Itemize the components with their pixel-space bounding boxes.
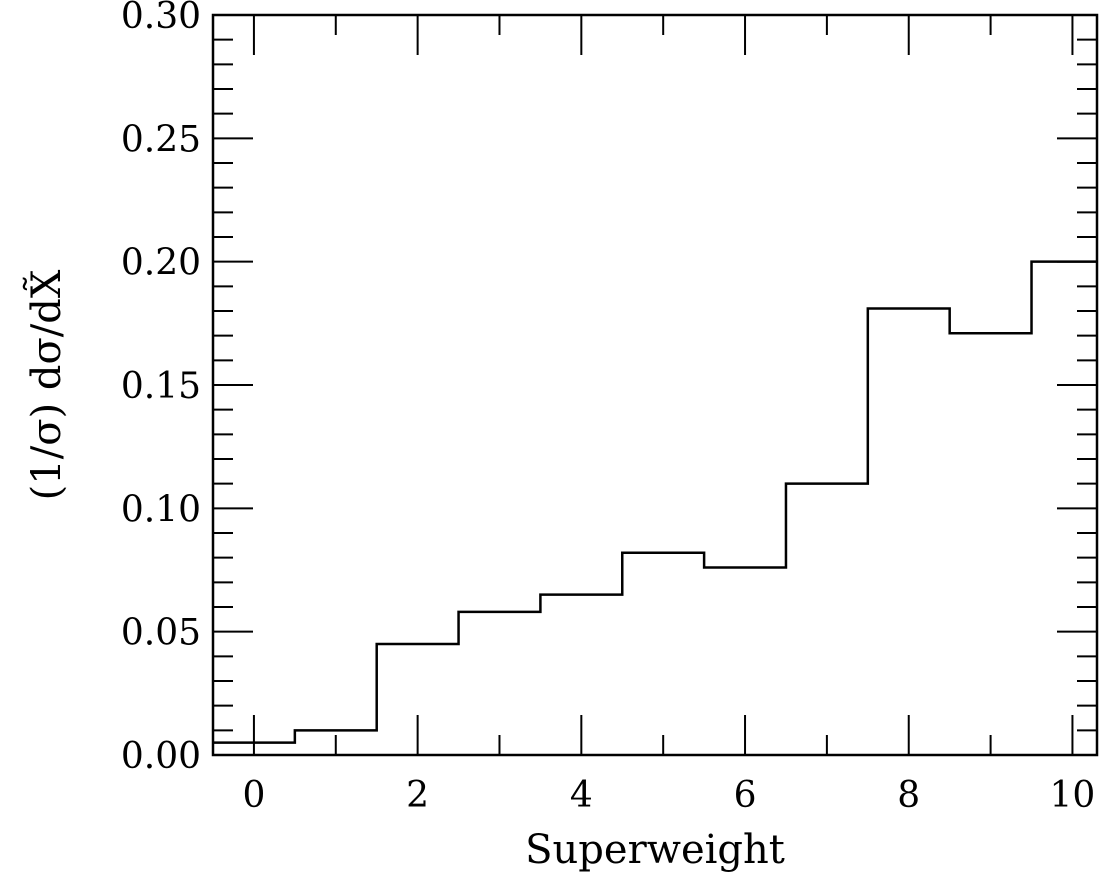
x-tick-label: 0	[242, 775, 265, 816]
x-tick-labels: 0 2 4 6 8 10	[242, 775, 1095, 816]
y-tick-label: 0.00	[121, 736, 201, 777]
x-tick-label: 4	[570, 775, 593, 816]
x-axis-label: Superweight	[525, 827, 785, 873]
y-tick-label: 0.15	[121, 366, 201, 407]
y-tick-labels: 0.00 0.05 0.10 0.15 0.20 0.25 0.30	[121, 0, 201, 777]
y-tick-label: 0.05	[121, 613, 201, 654]
y-tick-label: 0.10	[121, 489, 201, 530]
x-tick-label: 6	[734, 775, 757, 816]
x-tick-label: 2	[406, 775, 429, 816]
histogram-line	[213, 260, 1097, 744]
x-tick-label: 10	[1050, 775, 1096, 816]
plot-frame	[211, 13, 1099, 757]
axis-ticks	[213, 14, 1097, 756]
y-axis-label: (1/σ) dσ/dX̃	[23, 269, 70, 500]
y-tick-label: 0.25	[121, 119, 201, 160]
y-tick-label: 0.20	[121, 243, 201, 284]
x-tick-label: 8	[897, 775, 920, 816]
y-tick-label: 0.30	[121, 0, 201, 37]
